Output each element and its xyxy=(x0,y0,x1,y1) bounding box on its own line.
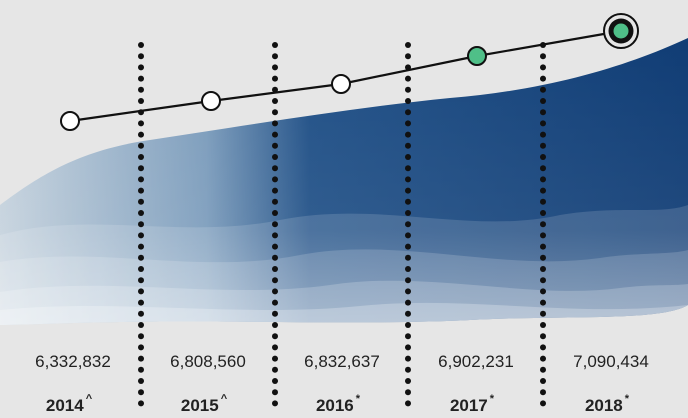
year-label-2018: 2018 * xyxy=(585,393,630,415)
data-markers xyxy=(60,13,639,131)
year-label-2014: 2014 ^ xyxy=(46,393,93,415)
value-labels: 6,332,832 6,808,560 6,832,637 6,902,231 7,09… xyxy=(35,352,649,371)
value-label-2018: 7,090,434 xyxy=(573,352,649,371)
separator-4 xyxy=(540,42,546,407)
year-labels: 2014 ^ 2015 ^ 2016 * 2017 * 2018 * xyxy=(46,393,630,415)
value-label-2014: 6,332,832 xyxy=(35,352,111,371)
value-label-2015: 6,808,560 xyxy=(170,352,246,371)
year-label-2016: 2016 * xyxy=(316,393,361,415)
value-label-2017: 6,902,231 xyxy=(438,352,514,371)
year-label-2017: 2017 * xyxy=(450,393,495,415)
marker-2014 xyxy=(60,111,80,131)
year-label-2015: 2015 ^ xyxy=(181,393,228,415)
marker-2016 xyxy=(331,74,351,94)
marker-2015 xyxy=(201,91,221,111)
marker-2017 xyxy=(467,46,487,66)
value-label-2016: 6,832,637 xyxy=(304,352,380,371)
year-separators xyxy=(138,42,546,407)
separator-2 xyxy=(272,42,278,407)
separator-1 xyxy=(138,42,144,407)
marker-2018 xyxy=(603,13,639,49)
separator-3 xyxy=(405,42,411,407)
